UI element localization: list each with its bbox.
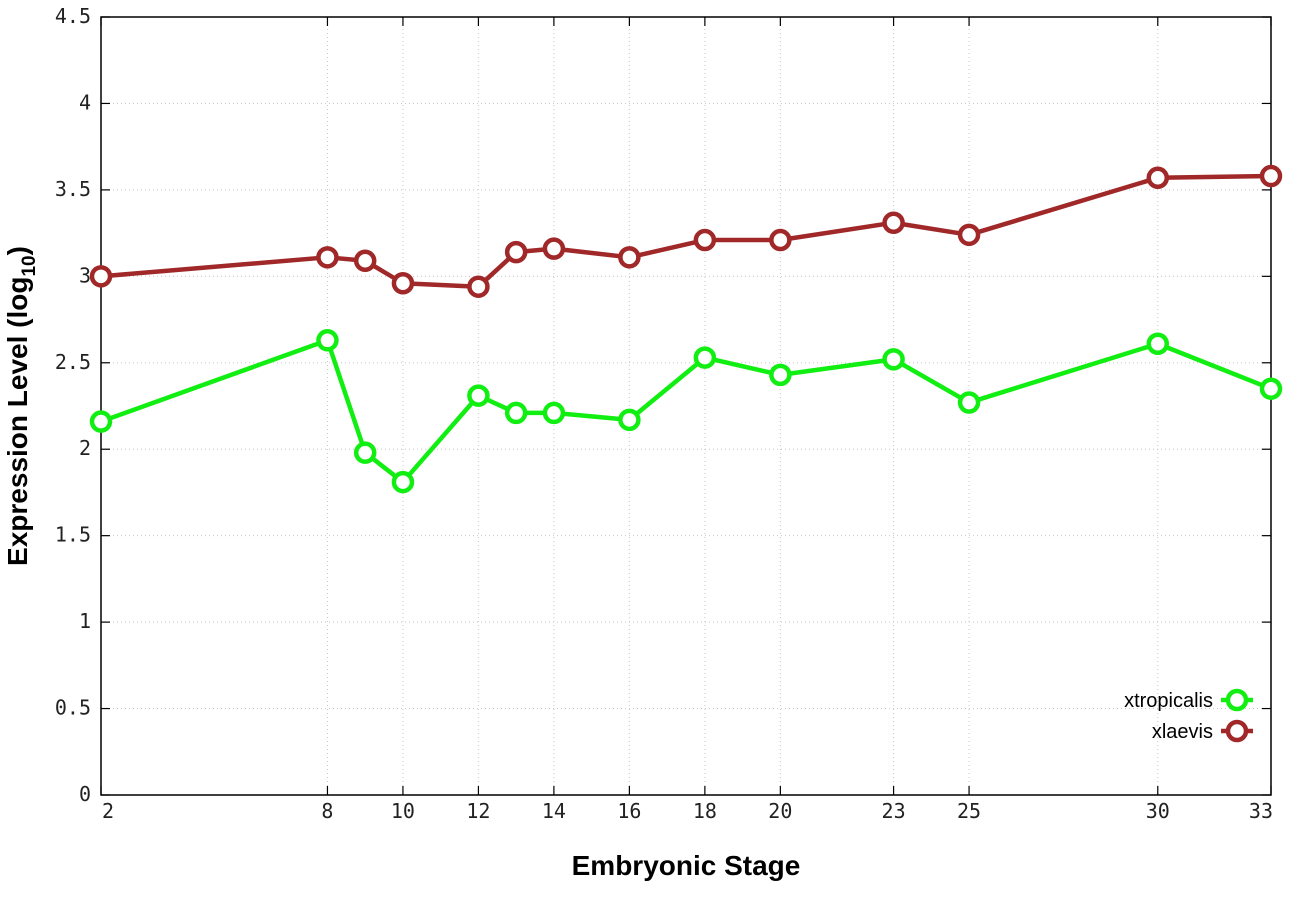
data-point-xlaevis [89,265,113,288]
legend-item-xlaevis: xlaevis [1152,719,1253,743]
data-point-xtropicalis [89,410,113,433]
data-point-xlaevis [618,246,641,269]
data-point-xtropicalis [467,384,490,407]
x-axis-title: Embryonic Stage [572,850,801,881]
data-point-xtropicalis [1259,377,1283,400]
legend-label-xtropicalis: xtropicalis [1124,690,1213,712]
legend-label-xlaevis: xlaevis [1152,721,1213,743]
legend-item-xtropicalis: xtropicalis [1124,688,1253,712]
y-tick-label: 1 [79,609,91,633]
data-point-xlaevis [467,275,490,298]
data-point-xtropicalis [693,346,717,369]
x-tick-label: 8 [321,799,333,823]
x-tick-label: 18 [693,799,717,823]
data-point-xlaevis [693,228,717,252]
data-point-xlaevis [769,228,792,252]
data-point-xlaevis [542,237,566,260]
legend-swatch-marker-xtropicalis [1225,688,1249,712]
data-point-xtropicalis [391,470,415,494]
data-point-xtropicalis [957,391,981,414]
x-tick-label: 16 [617,799,641,823]
series-line-xlaevis [100,173,1272,289]
data-point-xtropicalis [542,401,566,425]
x-tick-label: 30 [1146,799,1170,823]
y-tick-label: 2.5 [55,350,91,374]
data-point-xtropicalis [316,329,339,352]
x-tick-label: 25 [957,799,981,823]
x-tick-label: 12 [466,799,490,823]
data-point-xtropicalis [353,441,377,464]
y-tick-label: 3 [79,263,91,287]
data-point-xtropicalis [1146,332,1170,356]
data-point-xlaevis [504,240,528,264]
y-tick-label: 3.5 [55,177,91,201]
y-axis-title: Expression Level (log10) [2,246,40,566]
data-point-xlaevis [1146,166,1170,190]
grid [101,17,1271,795]
data-point-xlaevis [1259,164,1283,188]
data-point-xlaevis [391,271,415,295]
x-tick-label: 33 [1249,799,1273,823]
y-axis: 0 0.5 1 1.5 2 2.5 3 3.5 4 4.5 [55,4,1271,806]
data-point-xtropicalis [504,401,528,425]
data-point-xlaevis [882,211,905,234]
x-tick-label: 23 [882,799,906,823]
data-point-xlaevis [316,246,339,269]
y-tick-label: 0.5 [55,696,91,720]
series-xlaevis [89,164,1283,298]
series-layer [89,164,1283,494]
legend: xtropicalis xlaevis [1124,688,1253,743]
series-xtropicalis [89,329,1283,494]
x-tick-label: 20 [768,799,792,823]
y-tick-label: 4.5 [55,4,91,28]
data-point-xtropicalis [769,363,792,387]
plot-frame [100,16,1272,796]
y-tick-label: 2 [79,436,91,460]
y-tick-label: 0 [79,782,91,806]
x-tick-label: 14 [542,799,566,823]
data-point-xlaevis [353,249,377,273]
data-point-xtropicalis [882,348,905,371]
y-tick-label: 1.5 [55,523,91,547]
series-line-xtropicalis [100,338,1272,485]
y-axis-title-subscript: 10 [19,255,40,276]
data-point-xlaevis [957,223,981,247]
legend-swatch-marker-xlaevis [1225,719,1249,743]
y-axis-title-close: ) [2,246,33,255]
x-tick-label: 2 [102,799,114,823]
x-axis: 2 8 10 12 14 16 18 20 23 25 30 33 [100,17,1273,823]
x-tick-label: 10 [391,799,415,823]
y-axis-title-main: Expression Level (log [2,277,33,566]
y-tick-label: 4 [79,90,91,114]
data-point-xtropicalis [618,408,641,432]
